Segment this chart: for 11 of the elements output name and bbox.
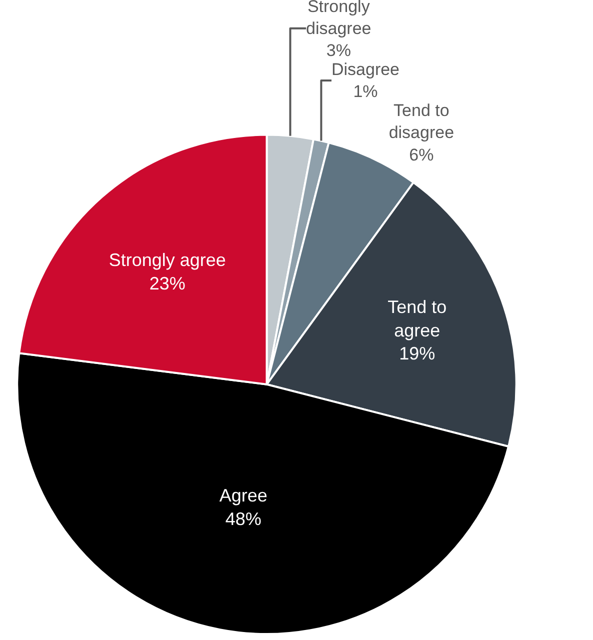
slice-label: Tend to agree bbox=[388, 296, 447, 340]
slice-label: Agree bbox=[219, 485, 268, 506]
data-label: 3% bbox=[326, 40, 351, 60]
slice-label: Strongly agree bbox=[108, 250, 226, 270]
data-label: 48% bbox=[225, 508, 262, 529]
slice-label: Tend to disagree bbox=[388, 101, 454, 142]
slice-label: Disagree bbox=[331, 60, 400, 79]
data-label: 6% bbox=[409, 145, 434, 164]
data-label: 23% bbox=[149, 273, 186, 294]
data-label: 1% bbox=[353, 82, 378, 102]
data-label: 19% bbox=[399, 344, 436, 364]
